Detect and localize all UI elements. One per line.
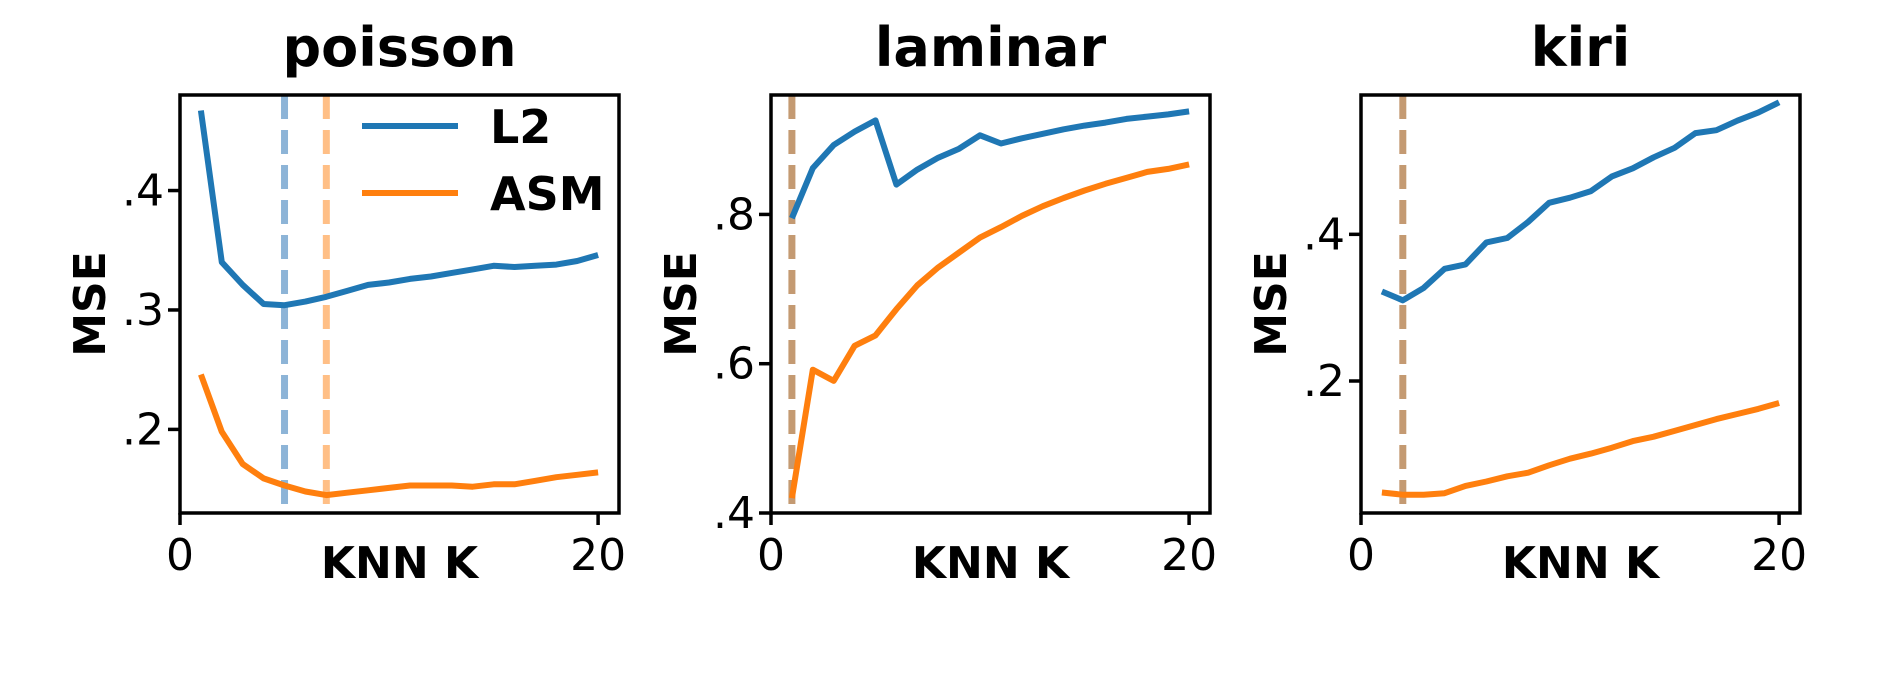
series-line-L2 <box>789 108 1190 220</box>
panel-poisson: poisson 0 20 .2 .3 .4 KNN K MSE L2 ASM <box>65 16 626 589</box>
y-tick-label: .4 <box>1303 209 1345 260</box>
panel-title: kiri <box>1531 16 1631 79</box>
y-tick-label: .8 <box>713 189 755 240</box>
y-tick-label: .3 <box>122 285 164 336</box>
y-tick-label: .6 <box>713 339 755 390</box>
x-axis-label: KNN K <box>321 538 480 589</box>
x-tick-label: 0 <box>1347 530 1375 581</box>
legend-label-ASM: ASM <box>490 167 605 221</box>
y-axis-label: MSE <box>656 251 707 357</box>
plot-frame <box>769 93 1212 515</box>
panels: poisson 0 20 .2 .3 .4 KNN K MSE L2 ASM laminar 0 20.… <box>65 16 1807 589</box>
y-axis-label: MSE <box>65 251 116 357</box>
y-tick-label: .2 <box>1303 356 1345 407</box>
legend-label-L2: L2 <box>490 100 551 154</box>
panel-title: poisson <box>282 16 516 79</box>
x-tick-label: 20 <box>1751 530 1807 581</box>
y-tick-label: .4 <box>122 166 164 217</box>
panel-title: laminar <box>875 16 1107 79</box>
x-tick-label: 20 <box>1161 530 1217 581</box>
series-line-ASM <box>198 373 599 499</box>
x-tick-label: 0 <box>757 530 785 581</box>
panel-kiri: kiri 0 20 .2 .4 KNN K MSE <box>1246 16 1807 589</box>
series-line-L2 <box>197 110 599 309</box>
x-tick-label: 20 <box>570 530 626 581</box>
y-tick-label: .4 <box>713 488 755 539</box>
x-axis-label: KNN K <box>912 538 1071 589</box>
plot-frame <box>1359 93 1802 515</box>
panel-laminar: laminar 0 20 .4 .6 .8 KNN K MSE <box>656 16 1217 589</box>
legend: L2 ASM <box>362 100 605 221</box>
series-line-ASM <box>788 161 1190 499</box>
y-tick-label: .2 <box>122 404 164 455</box>
y-axis-label: MSE <box>1246 251 1297 357</box>
series-line-ASM <box>1381 400 1780 498</box>
x-axis-label: KNN K <box>1502 538 1661 589</box>
plot-frame <box>178 93 621 515</box>
x-tick-label: 0 <box>166 530 194 581</box>
series-line-L2 <box>1380 99 1781 304</box>
